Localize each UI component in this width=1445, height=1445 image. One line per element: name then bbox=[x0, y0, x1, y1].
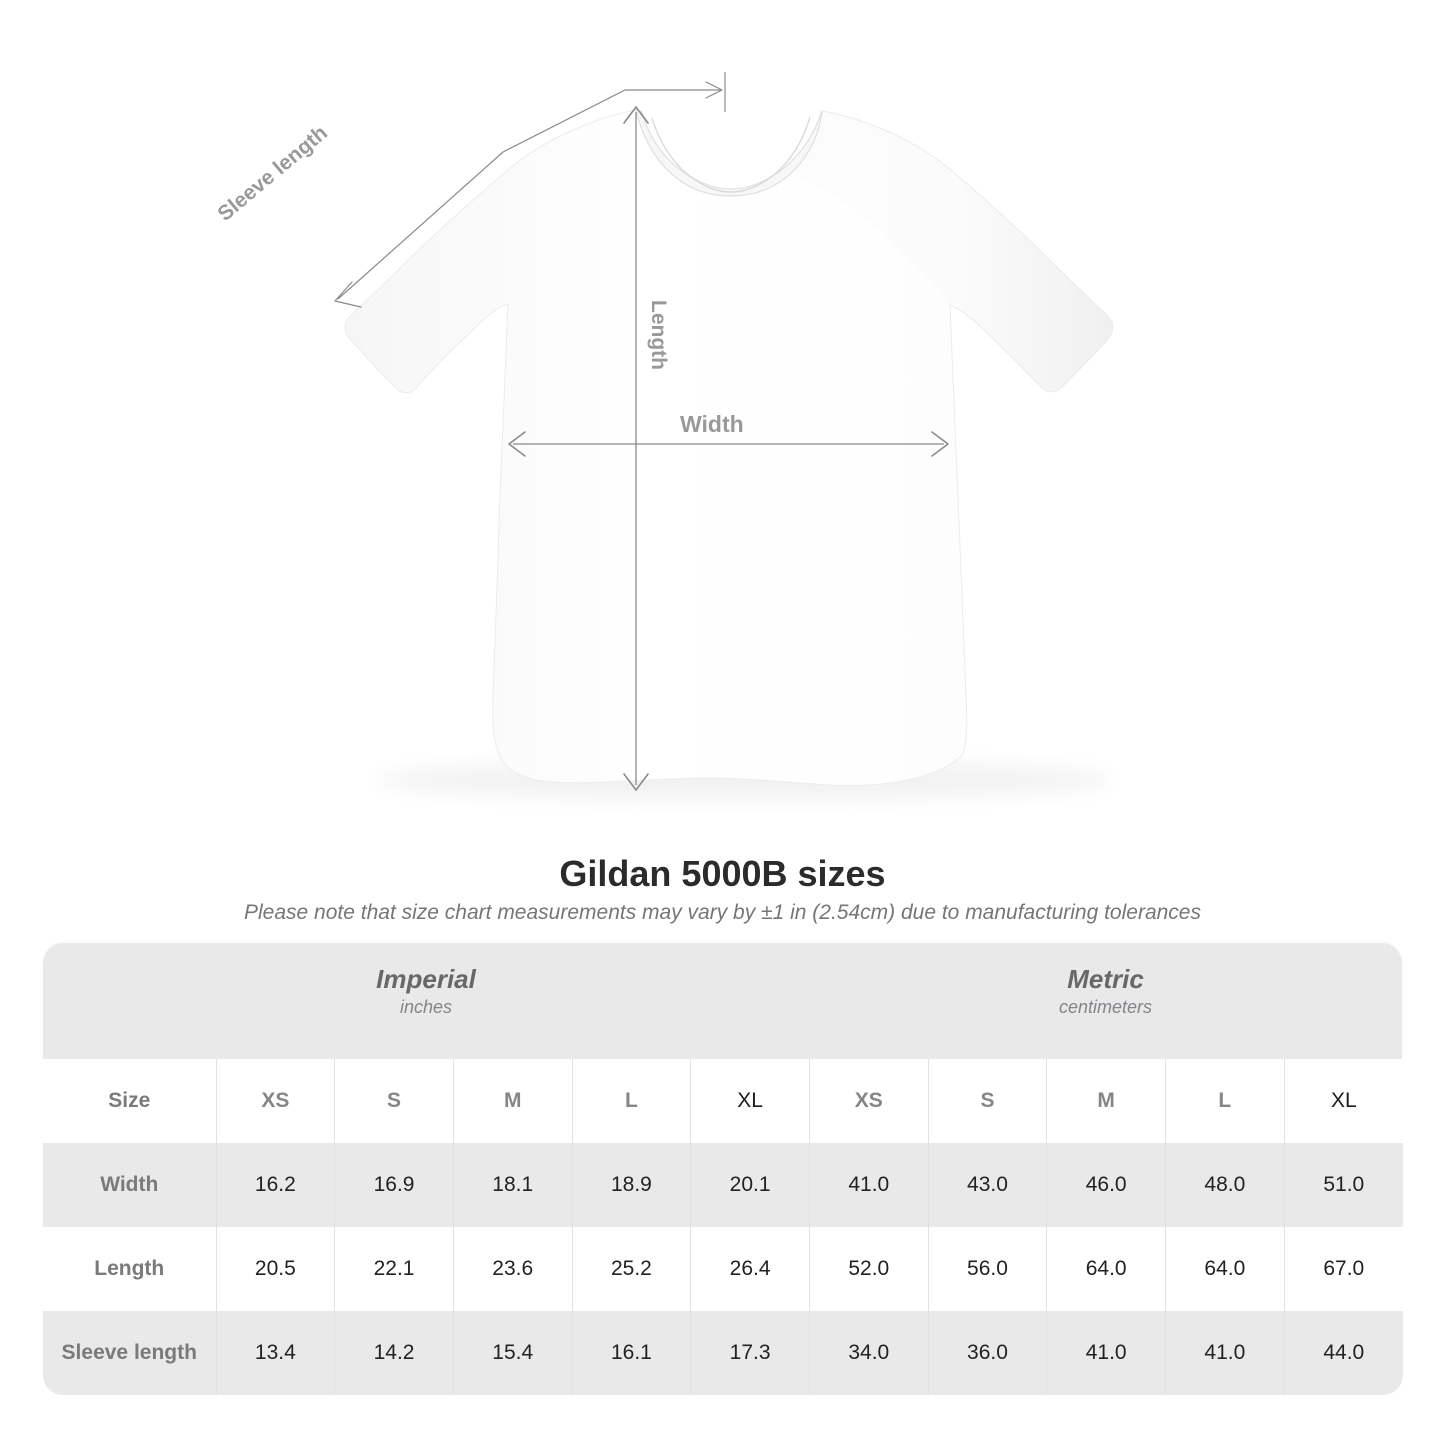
svg-text:Length: Length bbox=[647, 300, 670, 370]
svg-text:Sleeve length: Sleeve length bbox=[213, 121, 331, 226]
svg-text:Width: Width bbox=[680, 411, 744, 437]
